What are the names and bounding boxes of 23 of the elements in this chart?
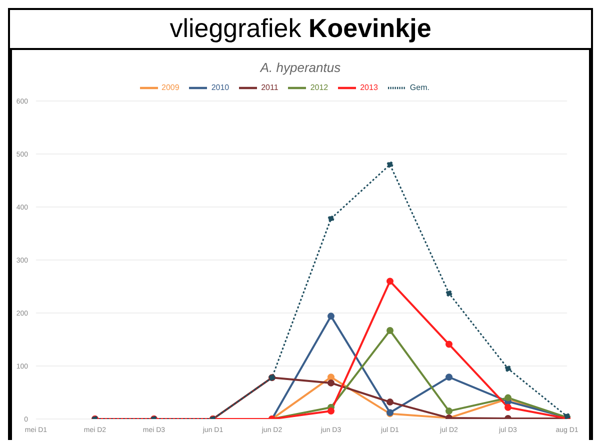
point [328,374,334,381]
point [328,379,334,386]
point [328,408,334,415]
point [386,278,394,285]
point [328,215,334,222]
chart-title: vlieggrafiek Koevinkje [8,8,593,50]
point [446,290,452,297]
point [386,326,394,334]
point [504,365,512,372]
legend-label: 2012 [310,83,328,92]
point [446,408,452,415]
chart-subtitle: A. hyperantus [258,59,342,75]
legend-label: 2011 [261,83,278,92]
point [504,404,512,411]
legend-label: 2009 [162,83,180,92]
legend-label: 2013 [360,83,378,92]
point [386,398,394,406]
point [386,161,394,168]
point [328,312,334,320]
point [446,340,452,348]
legend-label: 2010 [211,83,230,92]
point [446,374,452,381]
legend-label: Gem. [410,83,430,92]
